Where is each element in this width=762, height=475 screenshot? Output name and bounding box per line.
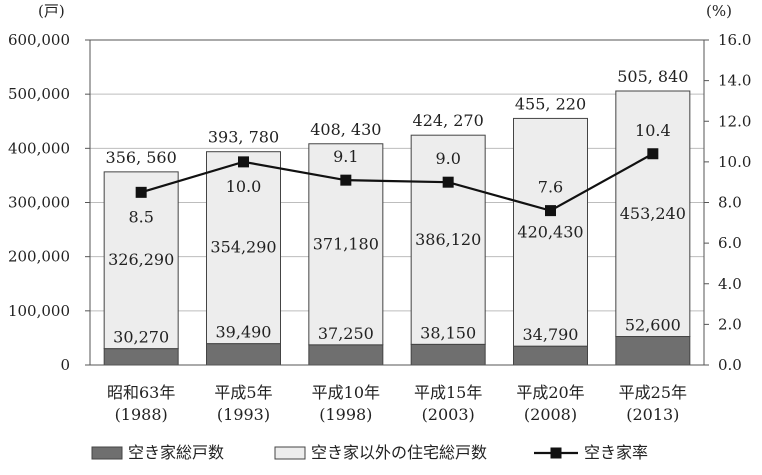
rate-label: 10.0	[226, 177, 262, 196]
right-tick-label: 4.0	[718, 275, 742, 293]
category-label: 平成20年	[516, 383, 584, 402]
rate-marker	[545, 205, 556, 217]
rate-marker	[647, 148, 659, 160]
legend-label-vacant: 空き家総戸数	[128, 443, 224, 462]
category-label: 平成25年	[619, 383, 687, 402]
left-tick-label: 300,000	[8, 194, 70, 212]
rate-label: 7.6	[538, 178, 563, 197]
bar-vacant	[308, 344, 384, 366]
category-label: 平成10年	[312, 383, 380, 402]
rate-line-path	[140, 152, 654, 212]
label-total: 424, 270	[413, 111, 484, 130]
legend-label-rate: 空き家率	[584, 443, 648, 462]
category-year: (1988)	[115, 405, 168, 424]
category-year: (2013)	[626, 405, 679, 424]
left-tick-label: 0	[60, 356, 70, 374]
label-occupied: 354,290	[210, 238, 276, 257]
legend-marker	[550, 447, 562, 459]
right-tick-label: 2.0	[718, 315, 742, 333]
right-tick-label: 8.0	[718, 194, 742, 212]
category-year: (2008)	[524, 405, 577, 424]
label-total: 408, 430	[310, 120, 381, 139]
label-total: 455, 220	[515, 94, 586, 113]
bar-vacant	[513, 345, 588, 366]
category-label: 平成5年	[214, 383, 272, 402]
bar-occupied	[103, 171, 179, 350]
rate-marker	[238, 156, 249, 168]
label-total: 356, 560	[106, 148, 177, 167]
rate-line	[135, 148, 659, 217]
bar-occupied	[513, 117, 588, 347]
label-vacant: 37,250	[318, 324, 374, 343]
legend-swatch-occupied	[274, 446, 306, 460]
label-occupied: 420,430	[517, 222, 583, 241]
label-vacant: 52,600	[625, 316, 681, 335]
right-tick-label: 10.0	[718, 153, 751, 171]
label-occupied: 326,290	[108, 250, 174, 269]
bar-vacant	[410, 343, 486, 366]
left-axis-unit: (戸)	[38, 2, 65, 20]
label-vacant: 39,490	[216, 323, 272, 342]
rate-label: 9.1	[333, 147, 358, 166]
right-tick-label: 6.0	[718, 234, 742, 252]
bar-occupied	[206, 151, 281, 345]
label-vacant: 30,270	[113, 328, 169, 347]
rate-marker	[442, 176, 454, 188]
legend: 空き家総戸数 空き家以外の住宅総戸数 空き家率	[91, 443, 648, 462]
category-label: 平成15年	[414, 383, 482, 402]
left-tick-label: 400,000	[8, 139, 70, 157]
bars	[103, 90, 691, 366]
right-tick-label: 0.0	[718, 356, 742, 374]
category-year: (1993)	[217, 405, 270, 424]
right-axis-unit: (%)	[706, 2, 732, 20]
bar-vacant	[103, 348, 179, 366]
label-occupied: 386,120	[415, 230, 481, 249]
label-occupied: 453,240	[620, 204, 686, 223]
rate-label: 8.5	[128, 207, 153, 226]
right-tick-label: 16.0	[718, 31, 751, 49]
bar-occupied	[410, 134, 486, 345]
value-labels: 30,270 326,290 356, 560 39,490 354,290 393, 7…	[106, 67, 689, 347]
rate-marker	[340, 174, 352, 186]
category-year: (1998)	[319, 405, 372, 424]
category-year: (2003)	[422, 405, 475, 424]
left-tick-label: 200,000	[8, 248, 70, 266]
label-total: 505, 840	[617, 67, 688, 86]
bar-occupied	[615, 90, 691, 338]
rate-label: 10.4	[635, 121, 671, 140]
right-tick-label: 14.0	[718, 72, 751, 90]
category-label: 昭和63年	[107, 383, 175, 402]
label-vacant: 34,790	[523, 325, 579, 344]
legend-label-occupied: 空き家以外の住宅総戸数	[311, 443, 487, 462]
left-tick-label: 600,000	[8, 31, 70, 49]
rate-marker	[135, 186, 147, 198]
rate-label: 9.0	[435, 149, 460, 168]
label-total: 393, 780	[208, 128, 279, 147]
bar-vacant	[206, 343, 281, 366]
legend-swatch-vacant	[91, 446, 123, 460]
label-vacant: 38,150	[420, 323, 476, 342]
bar-vacant	[615, 336, 691, 366]
left-tick-label: 500,000	[8, 85, 70, 103]
right-tick-label: 12.0	[718, 112, 751, 130]
label-occupied: 371,180	[313, 234, 379, 253]
axes: 0 100,000 200,000 300,000 400,000 500,000 600,…	[8, 31, 751, 424]
left-tick-label: 100,000	[8, 302, 70, 320]
gridlines	[90, 93, 704, 312]
